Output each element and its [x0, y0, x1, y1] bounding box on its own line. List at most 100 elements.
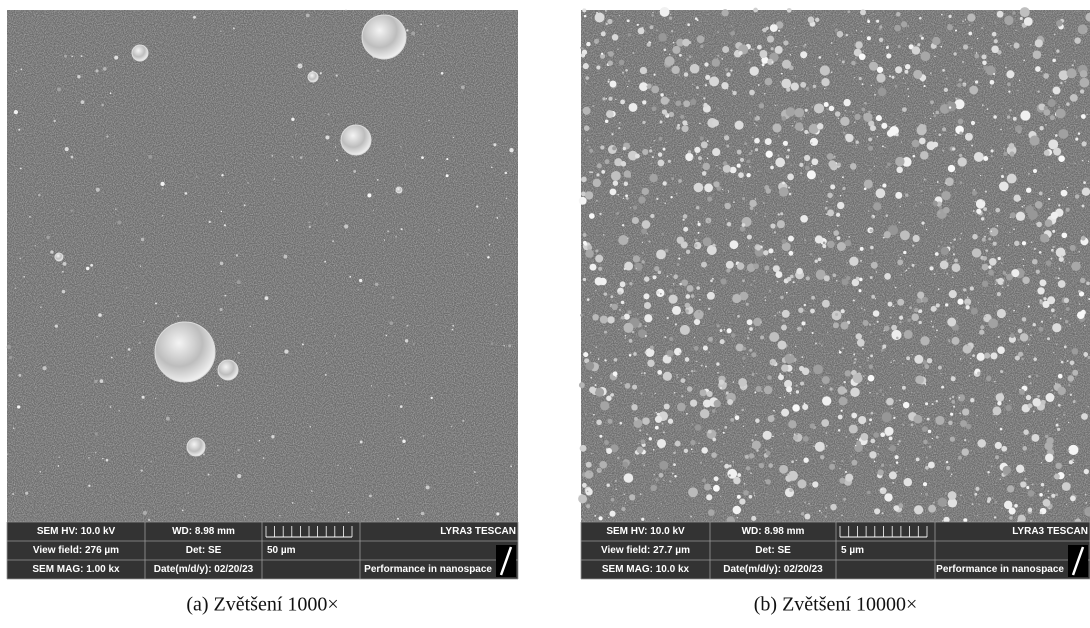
particle: [814, 103, 824, 113]
particle: [624, 314, 630, 320]
particle: [892, 76, 895, 79]
particle: [1008, 308, 1010, 310]
particle: [311, 490, 312, 491]
particle: [742, 117, 743, 118]
particle: [767, 36, 774, 43]
particle: [681, 378, 686, 383]
particle: [400, 146, 401, 147]
particle: [864, 309, 866, 311]
particle: [885, 427, 894, 436]
particle: [1004, 148, 1005, 149]
particle: [871, 262, 878, 269]
particle: [924, 179, 926, 181]
particle: [808, 132, 809, 133]
particle: [681, 395, 683, 397]
particle: [777, 220, 785, 228]
particle: [836, 280, 838, 282]
particle: [1055, 463, 1061, 469]
particle: [945, 177, 954, 186]
particle: [893, 358, 894, 359]
particle: [874, 166, 875, 167]
particle: [793, 28, 794, 29]
particle: [250, 326, 251, 327]
particle: [604, 331, 607, 334]
particle: [1017, 90, 1019, 92]
info-det: Det: SE: [186, 545, 222, 556]
particle: [336, 159, 338, 161]
particle: [964, 213, 965, 214]
particle: [489, 244, 490, 245]
particle: [728, 190, 729, 191]
particle: [625, 502, 626, 503]
particle: [909, 306, 912, 309]
particle: [326, 352, 327, 353]
particle: [1051, 494, 1055, 498]
particle: [692, 388, 693, 389]
particle: [1003, 271, 1006, 274]
particle: [1052, 59, 1056, 63]
particle: [1033, 50, 1042, 59]
droplet: [362, 15, 406, 59]
particle: [700, 462, 702, 464]
particle: [692, 451, 693, 452]
particle: [713, 485, 720, 492]
particle: [654, 140, 656, 142]
particle: [690, 400, 697, 407]
particle: [1023, 59, 1025, 61]
particle: [453, 137, 454, 138]
particle: [1033, 357, 1037, 361]
particle: [749, 495, 753, 499]
particle: [1056, 344, 1057, 345]
particle: [1078, 132, 1080, 134]
particle: [620, 99, 625, 104]
particle: [729, 474, 731, 476]
particle: [989, 212, 991, 214]
particle: [936, 329, 938, 331]
particle: [864, 179, 873, 188]
particle: [1078, 24, 1088, 34]
particle: [794, 105, 795, 106]
particle: [698, 221, 700, 223]
particle: [708, 221, 709, 222]
particle: [845, 110, 846, 111]
particle: [841, 410, 843, 412]
particle: [1052, 323, 1061, 332]
particle: [812, 481, 818, 487]
particle: [901, 374, 903, 376]
particle: [610, 393, 614, 397]
particle: [733, 91, 737, 95]
particle: [585, 249, 593, 257]
particle: [876, 115, 882, 121]
particle: [721, 171, 722, 172]
particle: [822, 376, 830, 384]
particle: [669, 17, 672, 20]
particle: [789, 375, 790, 376]
particle: [673, 451, 676, 454]
particle: [896, 118, 897, 119]
particle: [1007, 82, 1011, 86]
particle: [837, 236, 841, 240]
particle: [699, 299, 701, 301]
particle: [859, 366, 861, 368]
particle: [750, 284, 751, 285]
particle: [649, 25, 653, 29]
particle: [664, 403, 670, 409]
particle: [1017, 304, 1018, 305]
particle: [775, 271, 782, 278]
particle: [645, 335, 647, 337]
particle: [634, 454, 635, 455]
particle: [819, 510, 821, 512]
tagline: Performance in nanospace: [364, 564, 492, 575]
particle: [811, 142, 813, 144]
particle: [691, 448, 693, 450]
sem-image: [578, 7, 1090, 525]
particle: [756, 386, 762, 392]
particle: [1009, 151, 1014, 156]
particle: [9, 356, 12, 359]
particle: [743, 426, 744, 427]
particle: [771, 448, 772, 449]
particle: [883, 237, 885, 239]
particle: [711, 341, 713, 343]
particle: [794, 121, 795, 122]
particle: [505, 172, 508, 175]
